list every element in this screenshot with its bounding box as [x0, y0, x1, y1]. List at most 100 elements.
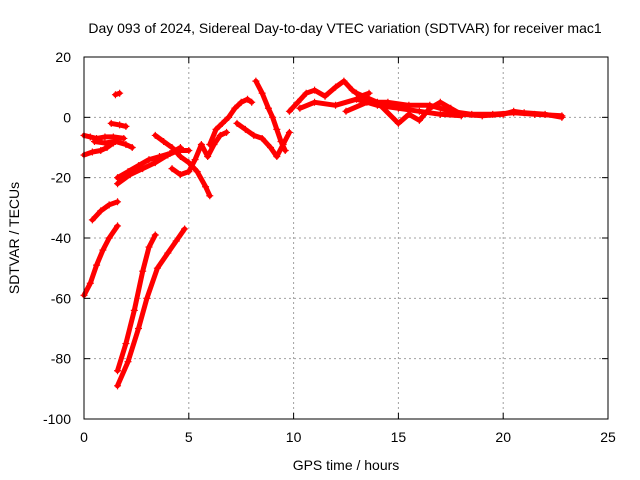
data-point-marker [273, 153, 281, 161]
data-point-marker [252, 77, 260, 85]
data-point-marker [122, 340, 130, 348]
series-trace [81, 223, 120, 298]
series-mid-arc-3 [151, 131, 214, 200]
data-point-marker [114, 180, 122, 188]
data-point-marker [250, 131, 258, 139]
data-point-marker [124, 358, 132, 366]
data-point-marker [164, 151, 172, 159]
data-point-marker [88, 148, 96, 156]
data-point-marker [405, 101, 413, 109]
data-point-marker [111, 91, 119, 99]
series-rise-arc [206, 95, 256, 148]
data-point-marker [93, 261, 101, 269]
data-point-marker [151, 231, 159, 239]
data-point-marker [394, 119, 402, 127]
data-point-marker [405, 110, 413, 118]
data-point-marker [107, 119, 115, 127]
chart-title: Day 093 of 2024, Sidereal Day-to-day VTE… [88, 20, 601, 36]
data-point-marker [311, 86, 319, 94]
data-point-marker [426, 104, 434, 112]
series-early-short [107, 119, 130, 130]
series-trace [152, 132, 213, 199]
data-point-marker [114, 198, 122, 206]
series-early-blip [111, 89, 124, 99]
data-point-marker [172, 237, 180, 245]
series-top-left-arc-3 [90, 137, 136, 151]
series-mid-arc-2 [114, 147, 193, 188]
series-short-arc [88, 198, 122, 224]
y-tick-label: -20 [51, 170, 71, 186]
data-point-marker [151, 159, 159, 167]
x-tick-label: 0 [80, 429, 88, 445]
series-trace [234, 120, 292, 160]
data-point-marker [436, 98, 444, 106]
data-point-marker [97, 147, 105, 155]
series-mid-cluster [168, 128, 231, 179]
series-trace [115, 226, 188, 389]
data-point-marker [296, 104, 304, 112]
data-point-marker [197, 140, 205, 148]
data-point-marker [499, 110, 507, 118]
data-point-marker [193, 168, 201, 176]
data-point-marker [216, 131, 224, 139]
data-point-marker [97, 207, 105, 215]
data-point-marker [541, 110, 549, 118]
series-early-arc [80, 222, 122, 299]
data-point-marker [160, 137, 168, 145]
y-tick-label: 20 [55, 49, 71, 65]
data-point-marker [279, 140, 287, 148]
y-tick-label: -60 [51, 290, 71, 306]
y-tick-label: -40 [51, 230, 71, 246]
series-trace [115, 232, 158, 374]
data-point-marker [128, 144, 136, 151]
data-point-marker [185, 147, 193, 155]
data-point-marker [126, 171, 134, 179]
x-tick-label: 15 [391, 429, 407, 445]
y-axis-label: SDTVAR / TECUs [6, 182, 22, 294]
x-tick-label: 25 [600, 429, 616, 445]
data-point-marker [258, 89, 266, 97]
data-point-marker [90, 137, 98, 145]
data-point-marker [139, 165, 147, 173]
data-point-marker [248, 98, 256, 106]
data-point-marker [321, 92, 329, 100]
data-point-marker [139, 267, 147, 275]
y-tick-label: -80 [51, 351, 71, 367]
data-point-marker [116, 89, 124, 97]
data-point-marker [267, 144, 275, 151]
data-point-marker [241, 125, 249, 133]
data-point-marker [373, 98, 381, 106]
data-point-marker [457, 110, 465, 118]
data-point-marker [168, 165, 176, 173]
data-point-marker [168, 144, 176, 151]
data-point-marker [114, 382, 122, 390]
data-point-marker [130, 306, 138, 314]
data-point-marker [122, 140, 130, 148]
data-point-marker [264, 104, 272, 112]
x-tick-label: 20 [495, 429, 511, 445]
data-point-marker [185, 168, 193, 176]
series-trace [89, 199, 120, 223]
data-point-marker [101, 133, 109, 141]
series-steep-arc-1 [114, 231, 159, 375]
data-point-marker [120, 134, 128, 142]
y-tick-label: -100 [43, 411, 71, 427]
data-point-marker [206, 140, 214, 148]
data-point-marker [176, 153, 184, 161]
data-point-marker [243, 95, 251, 103]
data-point-marker [99, 246, 107, 254]
data-point-marker [478, 112, 486, 120]
data-point-marker [206, 192, 214, 200]
data-layer [80, 77, 566, 390]
data-point-marker [143, 294, 151, 302]
data-point-marker [114, 174, 122, 182]
data-point-marker [332, 83, 340, 91]
series-spike-arc [252, 77, 289, 155]
data-point-marker [273, 125, 281, 133]
data-point-marker [311, 98, 319, 106]
data-point-marker [181, 225, 189, 233]
data-point-marker [352, 89, 360, 97]
data-point-marker [134, 325, 142, 332]
series-steep-arc-2 [114, 225, 189, 390]
